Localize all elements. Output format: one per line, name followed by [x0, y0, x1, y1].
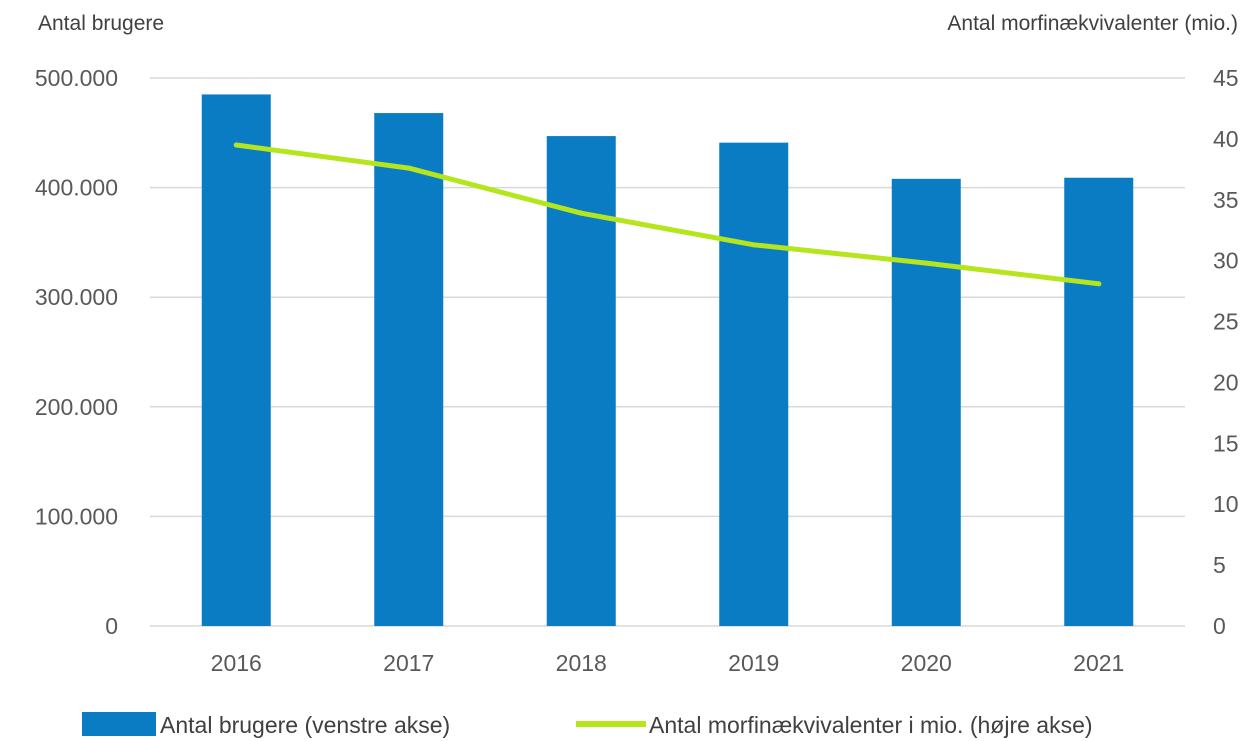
line-point-2018: [578, 210, 584, 216]
right-tick-label: 30: [1213, 248, 1239, 274]
line-point-2016: [233, 142, 239, 148]
category-label: 2018: [556, 650, 607, 676]
right-tick-label: 25: [1213, 309, 1239, 335]
bar-2016: [201, 94, 271, 626]
line-point-2020: [923, 260, 929, 266]
right-axis-title: Antal morfinækvivalenter (mio.): [947, 12, 1238, 35]
bar-2020: [891, 178, 961, 626]
line-morfinaekvivalenter: [233, 142, 1102, 287]
category-label: 2021: [1073, 650, 1124, 676]
category-label: 2016: [211, 650, 262, 676]
right-tick-label: 20: [1213, 369, 1239, 395]
right-tick-label: 15: [1213, 430, 1239, 456]
left-tick-label: 200.000: [35, 394, 118, 420]
bar-2018: [546, 136, 616, 626]
left-axis-ticks: 0 100.000 200.000 300.000 400.000 500.000: [35, 65, 118, 639]
category-label: 2017: [383, 650, 434, 676]
legend-line-label: Antal morfinækvivalenter i mio. (højre a…: [649, 712, 1093, 738]
right-axis-ticks: 0 5 10 15 20 25 30 35 40 45: [1213, 65, 1239, 639]
left-tick-label: 100.000: [35, 503, 118, 529]
left-tick-label: 0: [105, 613, 118, 639]
category-label: 2019: [728, 650, 779, 676]
category-labels: 2016 2017 2018 2019 2020 2021: [211, 650, 1125, 676]
right-tick-label: 40: [1213, 126, 1239, 152]
right-tick-label: 0: [1213, 613, 1226, 639]
category-label: 2020: [901, 650, 952, 676]
line-point-2017: [406, 165, 412, 171]
right-tick-label: 35: [1213, 187, 1239, 213]
line-point-2019: [751, 242, 757, 248]
legend-bar-swatch: [82, 712, 156, 736]
bar-2021: [1064, 177, 1134, 626]
left-tick-label: 500.000: [35, 65, 118, 91]
left-axis-title: Antal brugere: [38, 12, 164, 35]
right-tick-label: 10: [1213, 491, 1239, 517]
left-tick-label: 400.000: [35, 175, 118, 201]
legend-bar-label: Antal brugere (venstre akse): [160, 712, 450, 738]
left-tick-label: 300.000: [35, 284, 118, 310]
legend: Antal brugere (venstre akse) Antal morfi…: [82, 712, 1093, 738]
line-point-2021: [1096, 281, 1102, 287]
bar-2017: [374, 113, 444, 626]
line-series: [233, 142, 1102, 287]
gridlines: [150, 77, 1185, 627]
bar-2019: [719, 142, 789, 626]
bar-series: [201, 94, 1134, 626]
right-tick-label: 5: [1213, 552, 1226, 578]
right-tick-label: 45: [1213, 65, 1239, 91]
